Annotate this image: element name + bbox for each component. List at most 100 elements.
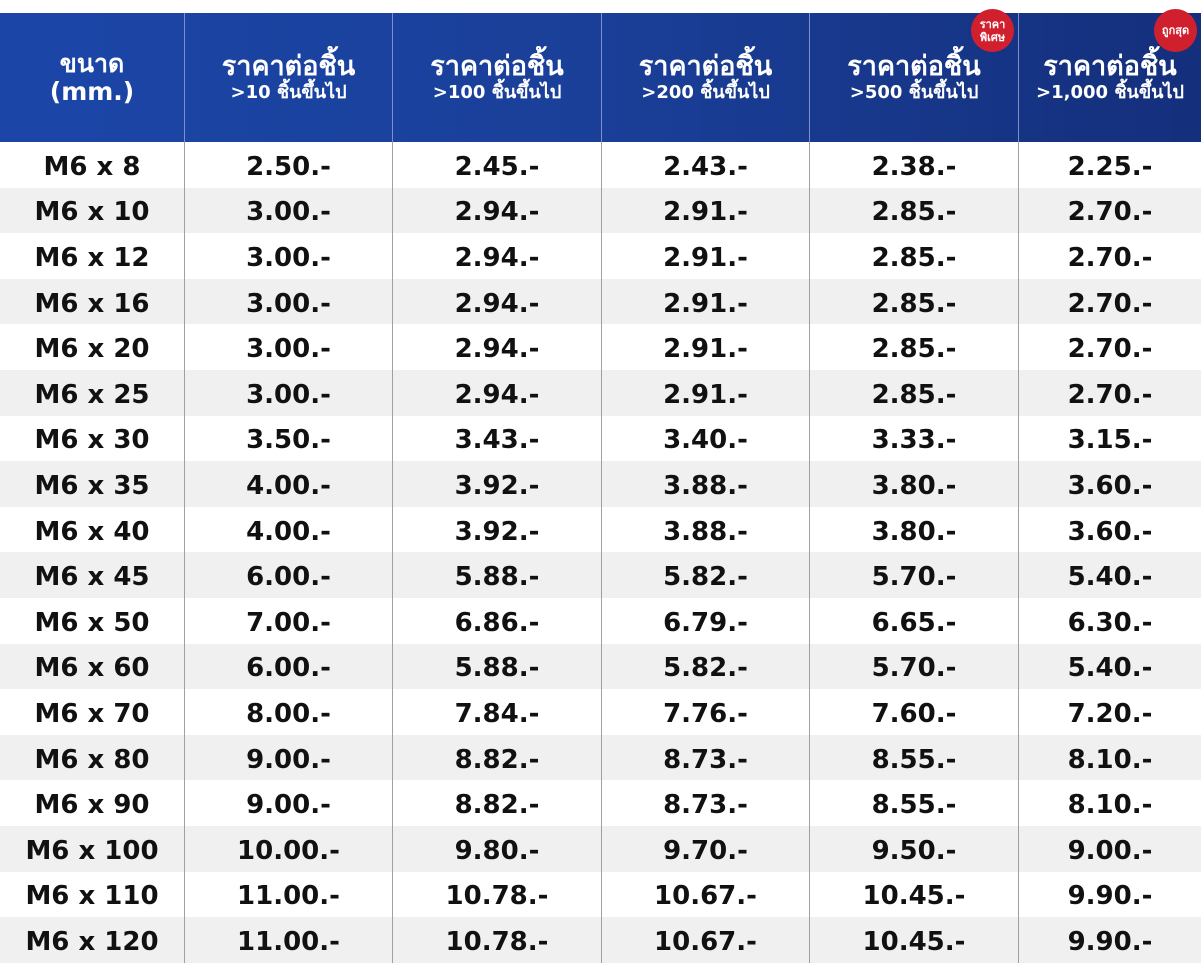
cell-size: M6 x 80 xyxy=(0,734,185,781)
table-row: M6 x 10 3.00.- 2.94.- 2.91.- 2.85.- 2.70.- xyxy=(0,187,1201,234)
cell-size: M6 x 70 xyxy=(0,689,185,735)
cell-price-500: 10.45.- xyxy=(810,917,1019,963)
cheapest-badge: ถูกสุด xyxy=(1154,9,1197,52)
cell-price-10: 4.00.- xyxy=(185,461,393,507)
header-size: ขนาด (mm.) xyxy=(0,13,185,142)
badge-line1: ราคา xyxy=(979,17,1006,31)
cell-price-500: 7.60.- xyxy=(810,689,1019,735)
cell-size: M6 x 40 xyxy=(0,506,185,553)
table-row: M6 x 16 3.00.- 2.94.- 2.91.- 2.85.- 2.70.- xyxy=(0,278,1201,325)
table-row: M6 x 60 6.00.- 5.88.- 5.82.- 5.70.- 5.40.- xyxy=(0,643,1201,690)
cell-price-1000: 3.60.- xyxy=(1067,516,1153,547)
price-table: ขนาด (mm.) ราคาต่อชิ้น >10 ชิ้นขึ้นไป รา… xyxy=(0,9,1201,963)
cell-size: M6 x 30 xyxy=(0,415,185,462)
header-price-100: ราคาต่อชิ้น >100 ชิ้นขึ้นไป xyxy=(393,13,602,142)
cell-price-10: 6.00.- xyxy=(185,552,393,598)
cell-size: M6 x 45 xyxy=(0,552,185,598)
table-row: M6 x 80 9.00.- 8.82.- 8.73.- 8.55.- 8.10.- xyxy=(0,734,1201,781)
cell-price-500: 3.80.- xyxy=(810,461,1019,507)
cell-size: M6 x 10 xyxy=(0,187,185,234)
cell-price-100: 2.94.- xyxy=(393,233,602,279)
table-row: M6 x 12 3.00.- 2.94.- 2.91.- 2.85.- 2.70.- xyxy=(0,233,1201,279)
cell-price-100: 3.92.- xyxy=(393,506,602,553)
table-row: M6 x 40 4.00.- 3.92.- 3.88.- 3.80.- 3.60.- xyxy=(0,506,1201,553)
cell-price-200: 2.91.- xyxy=(602,324,810,370)
cell-price-100: 5.88.- xyxy=(393,552,602,598)
header-price-10: ราคาต่อชิ้น >10 ชิ้นขึ้นไป xyxy=(185,13,393,142)
table-row: M6 x 50 7.00.- 6.86.- 6.79.- 6.65.- 6.30.- xyxy=(0,597,1201,644)
table-row: M6 x 45 6.00.- 5.88.- 5.82.- 5.70.- 5.40.- xyxy=(0,552,1201,598)
cell-price-500: 6.65.- xyxy=(810,597,1019,644)
cell-price-500: 5.70.- xyxy=(810,552,1019,598)
cell-price-1000: 9.90.- xyxy=(1067,881,1153,912)
cell-price-500: 9.50.- xyxy=(810,825,1019,872)
cell-price-500: 3.33.- xyxy=(810,415,1019,462)
cell-price-200: 5.82.- xyxy=(602,643,810,690)
cell-price-100: 5.88.- xyxy=(393,643,602,690)
cell-size: M6 x 110 xyxy=(0,871,185,918)
cell-price-500: 2.85.- xyxy=(810,278,1019,325)
cell-price-500: 8.55.- xyxy=(810,734,1019,781)
badge-line1: ถูกสุด xyxy=(1161,24,1190,37)
cell-price-1000: 8.10.- xyxy=(1067,790,1153,821)
cell-price-500: 2.85.- xyxy=(810,187,1019,234)
cell-price-500: 10.45.- xyxy=(810,871,1019,918)
cell-price-1000: 3.15.- xyxy=(1067,425,1153,456)
header-subtitle: >10 ชิ้นขึ้นไป xyxy=(230,81,347,103)
header-subtitle: >1,000 ชิ้นขึ้นไป xyxy=(1036,81,1184,103)
cell-price-1000: 2.70.- xyxy=(1067,197,1153,228)
cell-price-200: 3.88.- xyxy=(602,461,810,507)
header-price-200: ราคาต่อชิ้น >200 ชิ้นขึ้นไป xyxy=(602,13,810,142)
cell-price-200: 2.91.- xyxy=(602,369,810,416)
cell-price-100: 2.94.- xyxy=(393,278,602,325)
cell-price-10: 9.00.- xyxy=(185,780,393,826)
cell-price-1000: 3.60.- xyxy=(1067,470,1153,501)
cell-price-500: 8.55.- xyxy=(810,780,1019,826)
cell-price-10: 3.00.- xyxy=(185,369,393,416)
cell-price-500: 2.85.- xyxy=(810,233,1019,279)
table-row: M6 x 90 9.00.- 8.82.- 8.73.- 8.55.- 8.10.- xyxy=(0,780,1201,826)
special-price-badge: ราคา พิเศษ xyxy=(971,9,1014,52)
cell-price-1000: 9.90.- xyxy=(1067,926,1153,957)
table-row: M6 x 100 10.00.- 9.80.- 9.70.- 9.50.- 9.00.- xyxy=(0,825,1201,872)
cell-price-100: 3.43.- xyxy=(393,415,602,462)
cell-price-10: 7.00.- xyxy=(185,597,393,644)
cell-price-200: 2.43.- xyxy=(602,142,810,188)
table-row: M6 x 30 3.50.- 3.43.- 3.40.- 3.33.- 3.15.- xyxy=(0,415,1201,462)
cell-price-1000: 5.40.- xyxy=(1067,562,1153,593)
header-subtitle: >500 ชิ้นขึ้นไป xyxy=(849,81,979,103)
cell-price-10: 2.50.- xyxy=(185,142,393,188)
cell-price-1000: 5.40.- xyxy=(1067,653,1153,684)
cell-size: M6 x 90 xyxy=(0,780,185,826)
header-title: ราคาต่อชิ้น xyxy=(1043,50,1177,82)
header-price-500: ราคา พิเศษ ราคาต่อชิ้น >500 ชิ้นขึ้นไป xyxy=(810,9,1019,142)
cell-size: M6 x 50 xyxy=(0,597,185,644)
cell-size: M6 x 60 xyxy=(0,643,185,690)
cell-size: M6 x 8 xyxy=(0,142,185,188)
cell-price-200: 7.76.- xyxy=(602,689,810,735)
cell-price-1000: 2.70.- xyxy=(1067,242,1153,273)
cell-price-500: 2.38.- xyxy=(810,142,1019,188)
cell-price-100: 8.82.- xyxy=(393,780,602,826)
header-title: ราคาต่อชิ้น xyxy=(221,50,356,82)
cell-price-500: 3.80.- xyxy=(810,506,1019,553)
cell-size: M6 x 35 xyxy=(0,461,185,507)
cell-price-10: 4.00.- xyxy=(185,506,393,553)
cell-price-10: 9.00.- xyxy=(185,734,393,781)
cell-price-10: 3.50.- xyxy=(185,415,393,462)
cell-size: M6 x 25 xyxy=(0,369,185,416)
cell-price-100: 10.78.- xyxy=(393,917,602,963)
cell-price-10: 11.00.- xyxy=(185,917,393,963)
cell-price-500: 2.85.- xyxy=(810,324,1019,370)
cell-price-10: 3.00.- xyxy=(185,187,393,234)
cell-size: M6 x 12 xyxy=(0,233,185,279)
cell-price-200: 2.91.- xyxy=(602,187,810,234)
cell-price-100: 2.45.- xyxy=(393,142,602,188)
cell-price-1000: 9.00.- xyxy=(1067,835,1153,866)
cell-price-1000: 2.70.- xyxy=(1067,379,1153,410)
cell-price-100: 10.78.- xyxy=(393,871,602,918)
header-size-unit: (mm.) xyxy=(49,76,135,106)
cell-price-200: 3.88.- xyxy=(602,506,810,553)
cell-price-1000: 2.70.- xyxy=(1067,288,1153,319)
cell-price-100: 3.92.- xyxy=(393,461,602,507)
